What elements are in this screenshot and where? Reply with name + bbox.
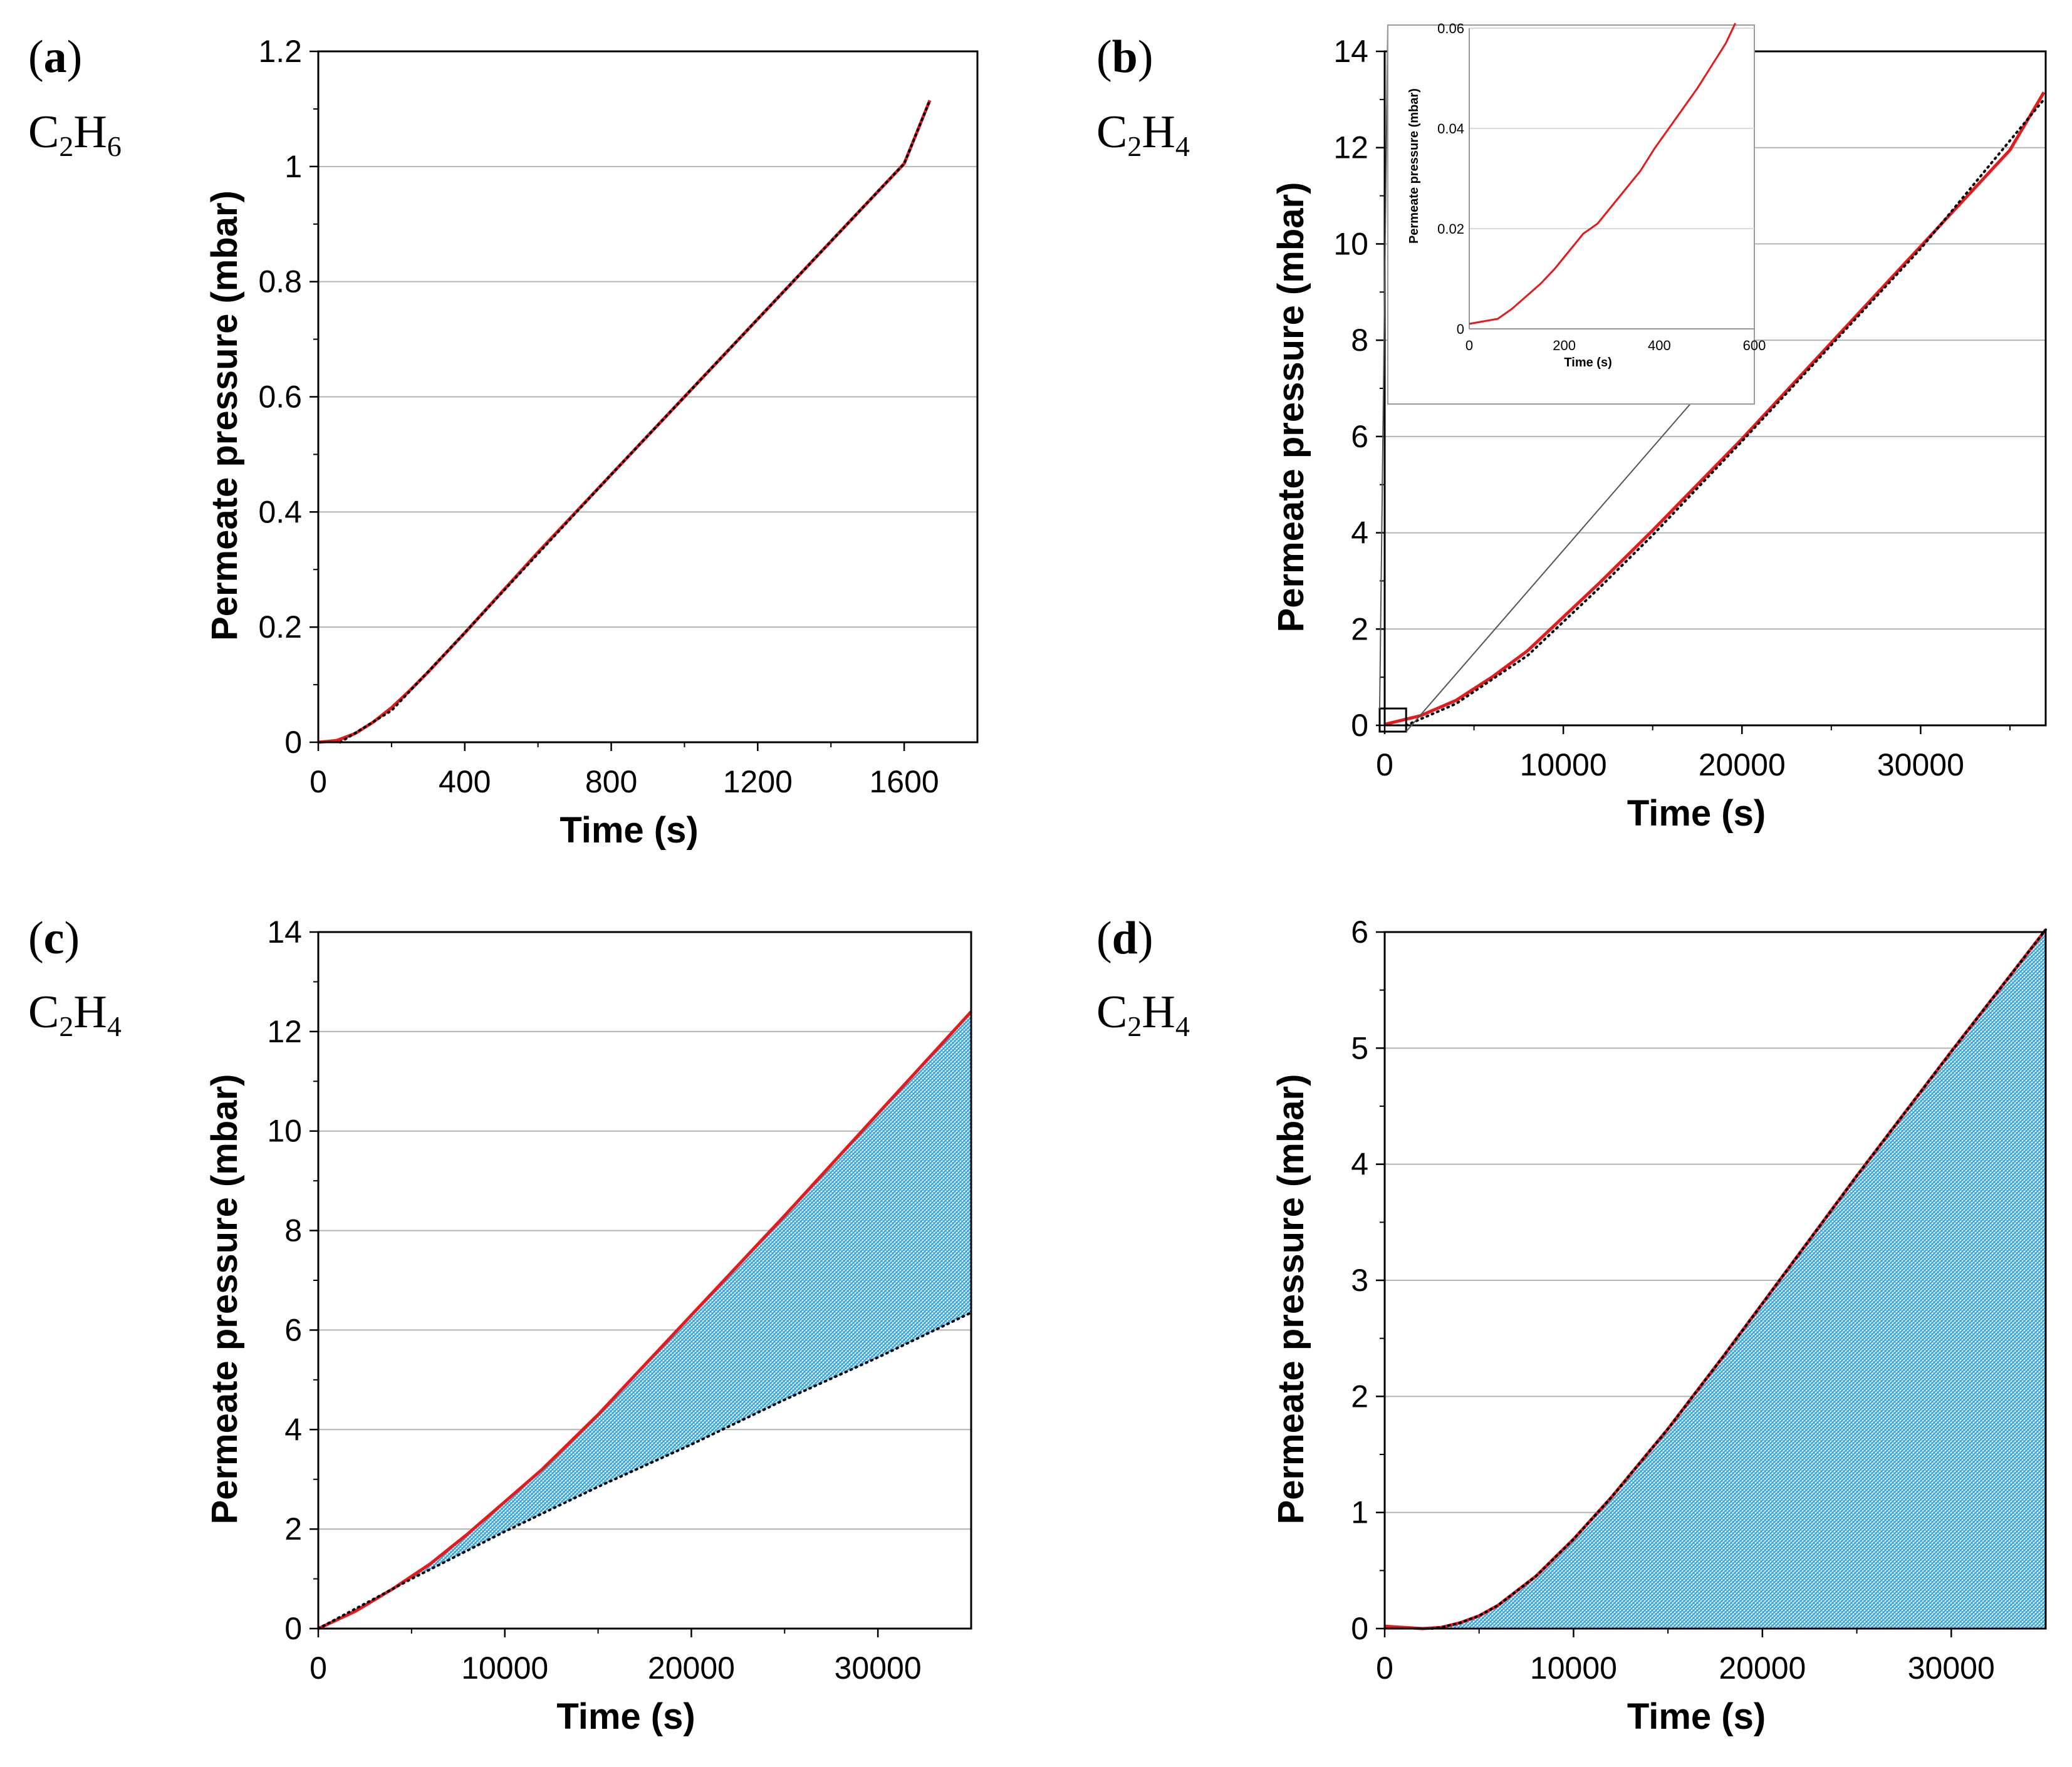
inset-y-tick-label: 0 — [1457, 321, 1464, 337]
series-line-fit — [1430, 928, 2047, 1630]
panel-label: (b) — [1096, 31, 1153, 83]
y-tick-label: 2 — [1351, 611, 1368, 646]
inset-y-tick-label: 0.06 — [1437, 21, 1464, 36]
x-tick-label: 0 — [1376, 747, 1393, 782]
y-tick-label: 0 — [1351, 1611, 1368, 1646]
y-tick-label: 4 — [284, 1412, 302, 1447]
inset-x-tick-label: 400 — [1648, 338, 1671, 353]
y-tick-label: 12 — [267, 1014, 302, 1049]
y-tick-label: 5 — [1351, 1030, 1368, 1065]
y-tick-label: 0.8 — [258, 264, 302, 299]
chart-panel-c: (c) C2H4 0 2 4 6 8 10 12 14 0 10000 20000 30000 Time (… — [28, 913, 972, 1737]
y-tick-label: 6 — [1351, 915, 1368, 950]
series-line-fit — [317, 1311, 972, 1630]
y-tick-label: 4 — [1351, 516, 1368, 551]
x-axis-title: Time (s) — [1627, 793, 1766, 834]
series-line-measured — [318, 100, 932, 744]
y-axis-title: Permeate pressure (mbar) — [204, 1074, 245, 1525]
zoom-connector — [1379, 24, 1388, 709]
y-axis-title: Permeate pressure (mbar) — [1271, 1074, 1311, 1525]
y-axis-title: Permeate pressure (mbar) — [204, 190, 245, 641]
x-tick-label: 30000 — [835, 1650, 922, 1686]
x-axis-title: Time (s) — [560, 810, 698, 851]
compound-label: C2H4 — [28, 987, 122, 1042]
inset-x-axis-title: Time (s) — [1564, 356, 1611, 370]
x-tick-label: 30000 — [1877, 747, 1964, 782]
y-tick-label: 0.2 — [258, 609, 302, 645]
panel-label: (a) — [28, 31, 82, 83]
y-tick-label: 0 — [284, 725, 302, 760]
y-tick-label: 0.6 — [258, 380, 302, 415]
y-tick-label: 6 — [284, 1312, 302, 1347]
x-tick-label: 0 — [310, 764, 327, 799]
x-tick-label: 1600 — [869, 764, 939, 799]
y-tick-label: 12 — [1333, 130, 1368, 165]
y-tick-label: 2 — [1351, 1379, 1368, 1414]
y-tick-label: 10 — [1333, 226, 1368, 261]
x-tick-label: 20000 — [1699, 747, 1786, 782]
series-line-fit — [339, 99, 932, 744]
inset-series-line — [1469, 23, 1737, 325]
y-tick-label: 10 — [267, 1114, 302, 1149]
y-tick-label: 1 — [1351, 1495, 1368, 1530]
y-tick-label: 0 — [284, 1611, 302, 1646]
x-tick-label: 10000 — [1530, 1650, 1617, 1686]
shaded-area — [318, 1012, 971, 1629]
y-tick-label: 0.4 — [258, 494, 302, 529]
panel-label: (d) — [1096, 913, 1153, 964]
inset-y-axis-title: Permeate pressure (mbar) — [1407, 88, 1421, 244]
y-tick-label: 1 — [284, 149, 302, 184]
y-tick-label: 0 — [1351, 708, 1368, 743]
y-tick-label: 2 — [284, 1511, 302, 1547]
x-tick-label: 0 — [1376, 1650, 1393, 1686]
x-axis-title: Time (s) — [556, 1696, 695, 1737]
x-tick-label: 30000 — [1908, 1650, 1995, 1686]
y-tick-label: 3 — [1351, 1263, 1368, 1298]
y-tick-label: 6 — [1351, 419, 1368, 454]
inset-x-tick-label: 0 — [1465, 338, 1473, 353]
x-tick-label: 20000 — [648, 1650, 735, 1686]
y-tick-label: 8 — [1351, 323, 1368, 358]
series-line-measured — [1384, 91, 2046, 726]
y-tick-label: 4 — [1351, 1147, 1368, 1182]
inset-chart: 0 0.02 0.04 0.06 0 200 400 600 Time (s) Permeate … — [1378, 21, 1766, 733]
x-tick-label: 800 — [585, 764, 637, 799]
y-tick-label: 1.2 — [258, 34, 302, 69]
x-tick-label: 10000 — [1520, 747, 1607, 782]
x-tick-label: 1200 — [723, 764, 793, 799]
panel-label: (c) — [28, 913, 80, 964]
x-tick-label: 20000 — [1719, 1650, 1806, 1686]
chart-panel-d: (d) C2H4 0 1 2 3 4 5 6 0 10000 20000 30000 Time (s) Pe… — [1096, 913, 2047, 1737]
shaded-area — [1385, 930, 2046, 1629]
inset-y-tick-label: 0.04 — [1437, 121, 1464, 137]
chart-panel-a: (a) C2H6 0 0.2 0.4 0.6 0.8 1 1.2 0 400 800 1200 1600 T… — [28, 31, 979, 851]
inset-y-tick-label: 0.02 — [1437, 221, 1464, 237]
x-tick-label: 0 — [310, 1650, 327, 1686]
compound-label: C2H6 — [28, 106, 122, 162]
inset-background — [1387, 24, 1755, 405]
x-tick-label: 400 — [439, 764, 491, 799]
series-line-measured — [317, 1010, 972, 1630]
inset-x-tick-label: 200 — [1553, 338, 1576, 353]
x-axis-title: Time (s) — [1627, 1696, 1766, 1737]
y-tick-label: 8 — [284, 1213, 302, 1248]
y-axis-title: Permeate pressure (mbar) — [1271, 182, 1311, 633]
x-tick-label: 10000 — [461, 1650, 548, 1686]
compound-label: C2H4 — [1096, 987, 1190, 1042]
inset-x-tick-label: 600 — [1743, 338, 1766, 353]
zoom-box — [1378, 707, 1407, 733]
y-tick-label: 14 — [267, 915, 302, 950]
compound-label: C2H4 — [1096, 106, 1190, 162]
y-tick-label: 14 — [1333, 34, 1368, 69]
